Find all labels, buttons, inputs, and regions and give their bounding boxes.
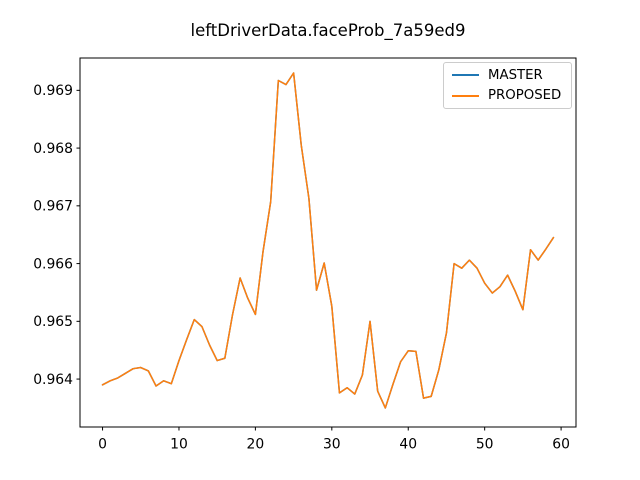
legend-label-proposed: PROPOSED (488, 88, 562, 104)
legend-line-sample-proposed (452, 94, 479, 97)
y-tick-label: 0.964 (33, 372, 73, 388)
y-tick-label: 0.965 (33, 314, 73, 330)
series-line-proposed (101, 72, 555, 409)
x-tick-label: 30 (323, 437, 341, 453)
axes-spines (79, 57, 577, 428)
x-tick-label: 50 (476, 437, 494, 453)
y-tick-label: 0.968 (33, 141, 73, 157)
legend-item-proposed: PROPOSED (452, 86, 563, 106)
x-tick-label: 60 (552, 437, 570, 453)
x-tick-label: 0 (98, 437, 107, 453)
x-tick-label: 20 (247, 437, 265, 453)
y-tick-label: 0.966 (33, 256, 73, 272)
x-tick-label: 40 (399, 437, 417, 453)
legend-line-sample-master (452, 74, 479, 77)
y-tick-label: 0.969 (33, 83, 73, 99)
legend: MASTER PROPOSED (443, 62, 572, 109)
chart-title: leftDriverData.faceProb_7a59ed9 (190, 21, 466, 40)
legend-item-master: MASTER (452, 65, 563, 85)
x-tick-label: 10 (170, 437, 188, 453)
y-tick-label: 0.967 (33, 199, 73, 215)
legend-label-master: MASTER (488, 67, 543, 83)
series-line-master (101, 72, 555, 409)
